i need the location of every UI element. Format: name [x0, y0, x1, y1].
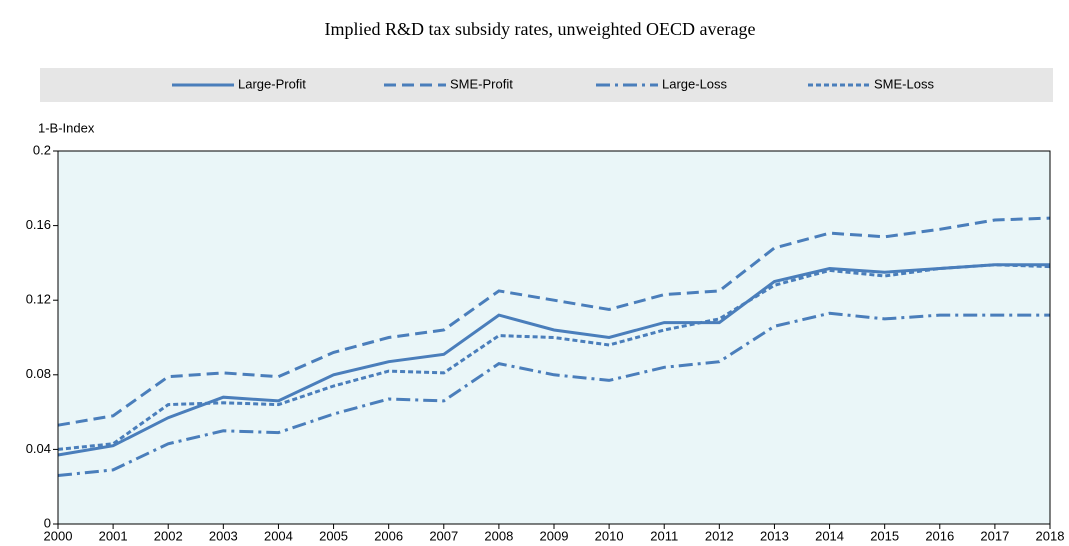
- chart-title: Implied R&D tax subsidy rates, unweighte…: [325, 19, 756, 39]
- y-tick-label: 0: [44, 515, 51, 530]
- x-tick-label: 2018: [1036, 528, 1065, 543]
- legend-label: Large-Profit: [238, 76, 306, 91]
- y-tick-label: 0.2: [33, 142, 51, 157]
- plot-area: [58, 151, 1050, 524]
- y-tick-label: 0.04: [26, 441, 51, 456]
- x-tick-label: 2008: [484, 528, 513, 543]
- x-tick-label: 2010: [595, 528, 624, 543]
- legend-label: SME-Profit: [450, 76, 513, 91]
- x-tick-label: 2003: [209, 528, 238, 543]
- data-line: [57, 311, 1050, 477]
- plot-frame: [57, 150, 1051, 525]
- x-tick-label: 2015: [870, 528, 899, 543]
- y-tick-label: 0.12: [26, 292, 51, 307]
- legend-label: SME-Loss: [874, 76, 934, 91]
- data-line: [57, 216, 1051, 427]
- x-tick-label: 2007: [429, 528, 458, 543]
- x-tick-label: 2017: [980, 528, 1009, 543]
- x-tick-label: 2006: [374, 528, 403, 543]
- data-line: [57, 263, 1051, 451]
- x-tick-label: 2004: [264, 528, 293, 543]
- y-tick-label: 0.08: [26, 366, 51, 381]
- data-line: [57, 263, 1050, 457]
- y-tick-label: 0.16: [26, 217, 51, 232]
- x-tick-label: 2014: [815, 528, 844, 543]
- x-tick-label: 2002: [154, 528, 183, 543]
- legend-label: Large-Loss: [662, 76, 728, 91]
- x-tick-label: 2016: [925, 528, 954, 543]
- x-tick-label: 2009: [540, 528, 569, 543]
- x-tick-label: 2000: [44, 528, 73, 543]
- x-tick-label: 2013: [760, 528, 789, 543]
- x-tick-label: 2012: [705, 528, 734, 543]
- x-tick-label: 2005: [319, 528, 348, 543]
- x-tick-label: 2011: [650, 528, 678, 543]
- x-tick-label: 2001: [99, 528, 128, 543]
- y-axis-label: 1-B-Index: [38, 120, 95, 135]
